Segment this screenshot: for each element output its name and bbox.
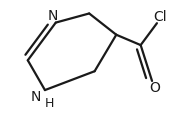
- Text: H: H: [45, 97, 54, 110]
- Text: O: O: [150, 82, 161, 95]
- Text: N: N: [31, 90, 41, 104]
- Text: N: N: [48, 9, 58, 23]
- Text: Cl: Cl: [153, 9, 167, 23]
